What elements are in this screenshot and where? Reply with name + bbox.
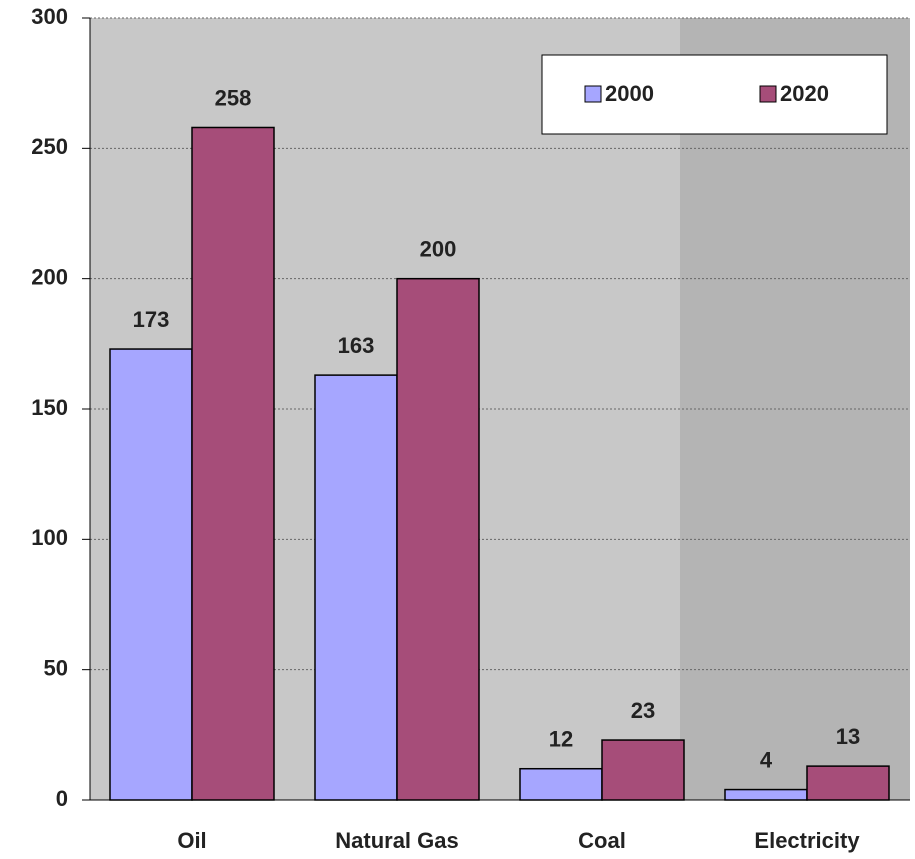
legend-swatch xyxy=(760,86,776,102)
x-tick-label: Electricity xyxy=(754,828,860,853)
legend-swatch xyxy=(585,86,601,102)
value-label: 4 xyxy=(760,747,773,772)
x-tick-label: Natural Gas xyxy=(335,828,459,853)
y-tick-label: 50 xyxy=(44,655,68,680)
y-tick-label: 100 xyxy=(31,525,68,550)
y-tick-label: 0 xyxy=(56,786,68,811)
bar xyxy=(192,127,274,800)
bar xyxy=(315,375,397,800)
value-label: 163 xyxy=(338,333,375,358)
value-label: 12 xyxy=(549,727,573,752)
value-label: 258 xyxy=(215,85,252,110)
bar xyxy=(602,740,684,800)
y-tick-label: 300 xyxy=(31,4,68,29)
chart: 0 50 100 150 200 250 300 Oil 173 258 Natural Gas 16… xyxy=(0,0,915,859)
value-label: 200 xyxy=(420,236,457,261)
bar xyxy=(110,349,192,800)
legend-label: 2000 xyxy=(605,81,654,106)
value-label: 13 xyxy=(836,724,860,749)
y-tick-label: 250 xyxy=(31,134,68,159)
bar xyxy=(725,790,807,800)
value-label: 173 xyxy=(133,307,170,332)
x-tick-label: Coal xyxy=(578,828,626,853)
bar xyxy=(520,769,602,800)
bar xyxy=(397,279,479,800)
y-tick-label: 200 xyxy=(31,264,68,289)
y-tick-label: 150 xyxy=(31,395,68,420)
legend-label: 2020 xyxy=(780,81,829,106)
value-label: 23 xyxy=(631,698,655,723)
bar xyxy=(807,766,889,800)
x-tick-label: Oil xyxy=(177,828,206,853)
